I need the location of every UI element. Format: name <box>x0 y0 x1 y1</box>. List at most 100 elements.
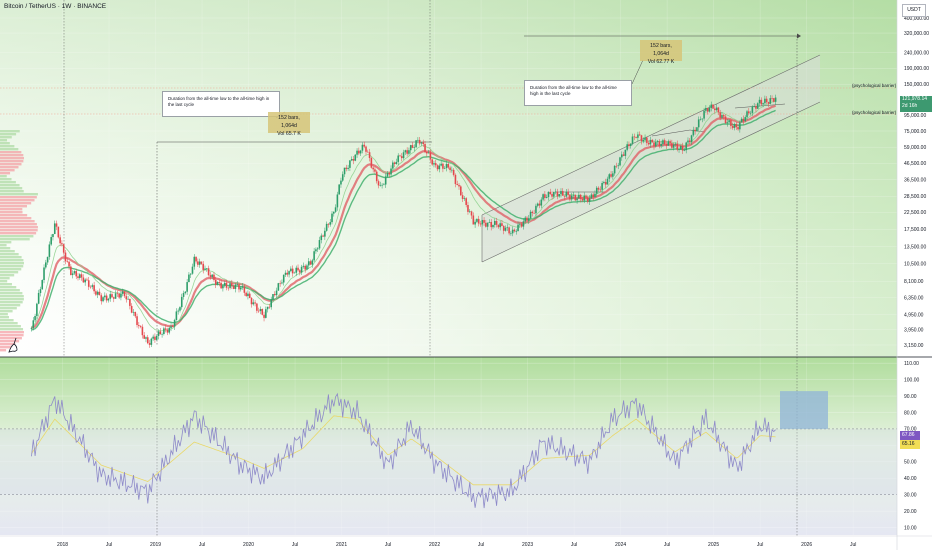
candle-body <box>556 191 559 197</box>
candle-body <box>710 104 713 108</box>
candle-body <box>80 274 83 278</box>
candle-body <box>159 331 162 335</box>
current-price-value: 121,978.14 <box>902 96 928 102</box>
candle-body <box>637 134 639 138</box>
volume-label: Vol 62.77 K <box>647 59 675 65</box>
candle-body <box>681 146 684 151</box>
candle-body <box>753 106 755 107</box>
volume-profile-bar <box>0 262 24 265</box>
candle-body <box>275 290 278 296</box>
candle-body <box>542 194 544 200</box>
candle-body <box>622 154 625 156</box>
volume-profile-bar <box>0 142 10 145</box>
candle-body <box>377 181 380 186</box>
candle-body <box>300 266 303 273</box>
candle-body <box>62 244 65 253</box>
candle-body <box>663 140 666 145</box>
candle-body <box>125 296 128 300</box>
time-axis[interactable]: 2018 Jul 2019 Jul 2020 Jul 2021 Jul 2022 Jul 2023 J… <box>57 542 856 548</box>
candle-body <box>581 199 584 201</box>
candle-body <box>445 163 448 169</box>
candle-body <box>163 328 165 335</box>
candle-body <box>458 184 460 187</box>
candle-body <box>375 171 378 182</box>
candle-body <box>538 203 541 206</box>
candle-body <box>39 289 42 293</box>
volume-label: Vol 65.7 K <box>277 131 301 137</box>
price-tick-label: 400,000.00 <box>904 16 929 22</box>
candle-body <box>706 107 709 112</box>
candle-body <box>633 136 636 138</box>
candle-body <box>653 142 655 147</box>
current-price-badge[interactable]: 121,978.14 2d 16h <box>900 96 932 112</box>
candle-body <box>527 218 530 221</box>
candle-body <box>685 142 687 151</box>
volume-profile-bar <box>0 313 8 316</box>
candle-body <box>481 220 484 225</box>
candle-body <box>350 159 353 161</box>
candle-body <box>408 150 410 154</box>
candle-body <box>461 195 464 199</box>
candle-body <box>635 136 637 138</box>
candle-body <box>545 197 548 198</box>
candle-body <box>678 149 680 150</box>
candle-body <box>724 116 727 124</box>
candle-body <box>354 154 357 161</box>
candle-body <box>443 168 446 169</box>
price-tick-label: 75,000.00 <box>904 129 926 135</box>
candle-body <box>338 184 340 195</box>
brush-icon[interactable] <box>8 337 18 353</box>
volume-profile-bar <box>0 232 37 235</box>
candle-body <box>130 305 133 313</box>
candle-body <box>558 194 560 197</box>
time-tick-label: Jul <box>292 542 298 548</box>
candle-body <box>95 291 97 295</box>
volume-profile-bar <box>0 259 24 262</box>
candle-body <box>32 320 35 328</box>
volume-profile-bar <box>0 139 8 142</box>
candle-body <box>182 293 185 297</box>
candle-body <box>680 146 682 150</box>
candle-body <box>515 231 518 232</box>
price-tick-label: 95,000.00 <box>904 113 926 119</box>
volume-profile-bar <box>0 178 12 181</box>
time-tick-label: Jul <box>664 542 670 548</box>
candle-body <box>642 139 645 142</box>
candle-body <box>223 282 226 286</box>
candle-body <box>359 150 362 154</box>
candle-body <box>30 327 33 329</box>
candle-body <box>207 268 210 276</box>
candle-body <box>114 293 117 299</box>
candle-body <box>195 256 197 262</box>
candle-body <box>533 213 535 214</box>
candle-body <box>256 303 258 311</box>
candle-body <box>236 284 239 285</box>
currency-selector[interactable]: USDT <box>902 4 926 17</box>
candle-body <box>722 115 725 117</box>
candle-body <box>93 285 95 292</box>
candle-body <box>286 272 289 275</box>
price-tick-label: 190,000.00 <box>904 66 929 72</box>
candle-body <box>549 191 552 195</box>
candle-body <box>688 140 691 143</box>
candle-body <box>687 140 689 143</box>
volume-profile-bar <box>0 325 21 328</box>
candle-body <box>214 279 217 285</box>
volume-profile-bar <box>0 166 19 169</box>
candle-body <box>282 274 285 283</box>
price-axis[interactable]: 400,000.00 320,000.00 240,000.00 190,000.00… <box>904 16 929 349</box>
candle-body <box>222 285 224 289</box>
price-tick-label: 22,500.00 <box>904 210 926 216</box>
volume-profile-bar <box>0 286 17 289</box>
candle-body <box>719 112 721 118</box>
volume-profile-bar <box>0 220 35 223</box>
volume-profile-bar <box>0 274 15 277</box>
candle-body <box>82 277 85 283</box>
candle-body <box>426 151 428 154</box>
rsi-axis[interactable]: 110.00100.0090.0080.0070.0060.0050.0040.… <box>904 361 920 531</box>
candle-body <box>281 282 283 284</box>
candle-body <box>116 293 119 294</box>
time-tick-label: 2019 <box>150 542 161 548</box>
candle-body <box>595 187 598 194</box>
